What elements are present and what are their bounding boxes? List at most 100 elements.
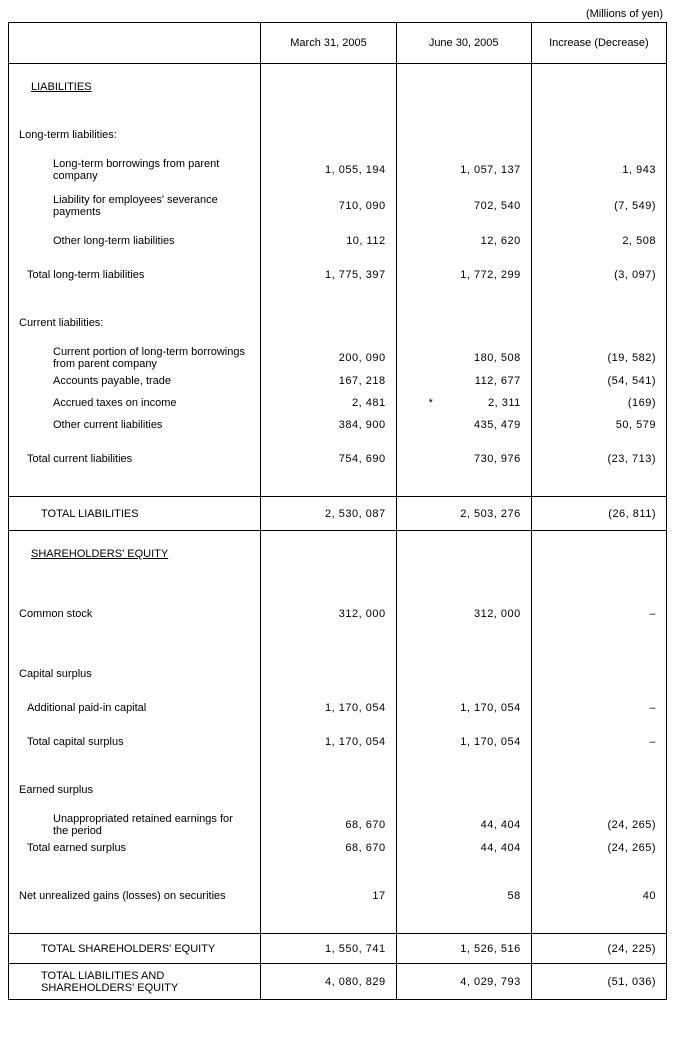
row-value: 312, 000 (396, 603, 531, 625)
unit-note: (Millions of yen) (8, 8, 667, 20)
row-value: 1, 057, 137 (396, 158, 531, 182)
balance-sheet-table: March 31, 2005 June 30, 2005 Increase (D… (8, 22, 667, 1000)
row-value: 730, 976 (396, 448, 531, 470)
row-value: 44, 404 (396, 837, 531, 859)
row-label: Current portion of long-term borrowings … (9, 346, 261, 370)
table-row: Total current liabilities 754, 690 730, … (9, 448, 667, 470)
row-value: 180, 508 (396, 346, 531, 370)
row-label: Liability for employees' severance payme… (9, 194, 261, 218)
row-label: Total long-term liabilities (9, 264, 261, 286)
row-value: 1, 055, 194 (261, 158, 396, 182)
row-value: 1, 170, 054 (396, 731, 531, 753)
table-row: Other current liabilities 384, 900 435, … (9, 414, 667, 436)
row-value: (51, 036) (531, 964, 666, 1000)
row-value: 44, 404 (396, 813, 531, 837)
row-value: – (531, 697, 666, 719)
row-label: Total capital surplus (9, 731, 261, 753)
table-row: Total long-term liabilities 1, 775, 397 … (9, 264, 667, 286)
table-row: Unappropriated retained earnings for the… (9, 813, 667, 837)
row-value: (19, 582) (531, 346, 666, 370)
row-value: (54, 541) (531, 370, 666, 392)
row-value: 384, 900 (261, 414, 396, 436)
row-label: Other long-term liabilities (9, 230, 261, 252)
row-value: 58 (396, 885, 531, 907)
row-value: 4, 029, 793 (396, 964, 531, 1000)
row-value: 10, 112 (261, 230, 396, 252)
row-value: 40 (531, 885, 666, 907)
row-value: 1, 943 (531, 158, 666, 182)
row-value: (169) (531, 392, 666, 414)
row-value: 2, 530, 087 (261, 497, 396, 531)
row-value: 1, 526, 516 (396, 934, 531, 964)
row-value: * 2, 311 (396, 392, 531, 414)
row-value-text: 2, 311 (488, 397, 521, 409)
row-value: 710, 090 (261, 194, 396, 218)
table-row: Long-term borrowings from parent company… (9, 158, 667, 182)
row-value: 112, 677 (396, 370, 531, 392)
col-header-blank (9, 23, 261, 64)
asterisk-mark: * (429, 397, 434, 409)
row-value: (7, 549) (531, 194, 666, 218)
row-label: Total current liabilities (9, 448, 261, 470)
row-value: (24, 265) (531, 837, 666, 859)
row-value: 435, 479 (396, 414, 531, 436)
table-row: Other long-term liabilities 10, 112 12, … (9, 230, 667, 252)
grand-total-row: TOTAL LIABILITIES AND SHAREHOLDERS' EQUI… (9, 964, 667, 1000)
row-value: 2, 503, 276 (396, 497, 531, 531)
row-value: 4, 080, 829 (261, 964, 396, 1000)
section-equity: SHAREHOLDERS' EQUITY (9, 543, 667, 565)
row-value: 167, 218 (261, 370, 396, 392)
row-value: 312, 000 (261, 603, 396, 625)
row-value: (3, 097) (531, 264, 666, 286)
row-value: – (531, 603, 666, 625)
row-value: (24, 225) (531, 934, 666, 964)
row-value: 702, 540 (396, 194, 531, 218)
total-equity-row: TOTAL SHAREHOLDERS' EQUITY 1, 550, 741 1… (9, 934, 667, 964)
row-value: 200, 090 (261, 346, 396, 370)
earned-heading: Earned surplus (9, 779, 261, 801)
current-heading: Current liabilities: (9, 312, 261, 334)
row-value: – (531, 731, 666, 753)
table-row: Current portion of long-term borrowings … (9, 346, 667, 370)
row-value: 17 (261, 885, 396, 907)
row-value: 68, 670 (261, 813, 396, 837)
total-liabilities-row: TOTAL LIABILITIES 2, 530, 087 2, 503, 27… (9, 497, 667, 531)
row-label: Long-term borrowings from parent company (9, 158, 261, 182)
table-row: Total earned surplus 68, 670 44, 404 (24… (9, 837, 667, 859)
row-value: 68, 670 (261, 837, 396, 859)
row-value: (24, 265) (531, 813, 666, 837)
row-label: Accounts payable, trade (9, 370, 261, 392)
col-header-change: Increase (Decrease) (531, 23, 666, 64)
row-value: 50, 579 (531, 414, 666, 436)
row-value: 1, 170, 054 (396, 697, 531, 719)
col-header-date2: June 30, 2005 (396, 23, 531, 64)
row-label: Accrued taxes on income (9, 392, 261, 414)
table-row: Liability for employees' severance payme… (9, 194, 667, 218)
table-row: Common stock 312, 000 312, 000 – (9, 603, 667, 625)
row-label: TOTAL SHAREHOLDERS' EQUITY (9, 934, 261, 964)
row-value: (23, 713) (531, 448, 666, 470)
row-label: TOTAL LIABILITIES (9, 497, 261, 531)
row-label: Other current liabilities (9, 414, 261, 436)
row-value: 754, 690 (261, 448, 396, 470)
longterm-heading: Long-term liabilities: (9, 124, 261, 146)
row-value: 2, 508 (531, 230, 666, 252)
row-label: TOTAL LIABILITIES AND SHAREHOLDERS' EQUI… (9, 964, 261, 1000)
table-row: Total capital surplus 1, 170, 054 1, 170… (9, 731, 667, 753)
section-liabilities: LIABILITIES (9, 76, 667, 98)
table-row: Accrued taxes on income 2, 481 * 2, 311 (… (9, 392, 667, 414)
row-label: Unappropriated retained earnings for the… (9, 813, 261, 837)
row-label: Additional paid-in capital (9, 697, 261, 719)
table-row: Net unrealized gains (losses) on securit… (9, 885, 667, 907)
capsurp-heading: Capital surplus (9, 663, 261, 685)
equity-heading: SHAREHOLDERS' EQUITY (9, 543, 261, 565)
liabilities-heading: LIABILITIES (9, 76, 261, 98)
row-label: Net unrealized gains (losses) on securit… (9, 885, 261, 907)
row-value: 1, 550, 741 (261, 934, 396, 964)
row-label: Common stock (9, 603, 261, 625)
col-header-date1: March 31, 2005 (261, 23, 396, 64)
header-row: March 31, 2005 June 30, 2005 Increase (D… (9, 23, 667, 64)
row-value: 2, 481 (261, 392, 396, 414)
row-value: 1, 772, 299 (396, 264, 531, 286)
row-label: Total earned surplus (9, 837, 261, 859)
